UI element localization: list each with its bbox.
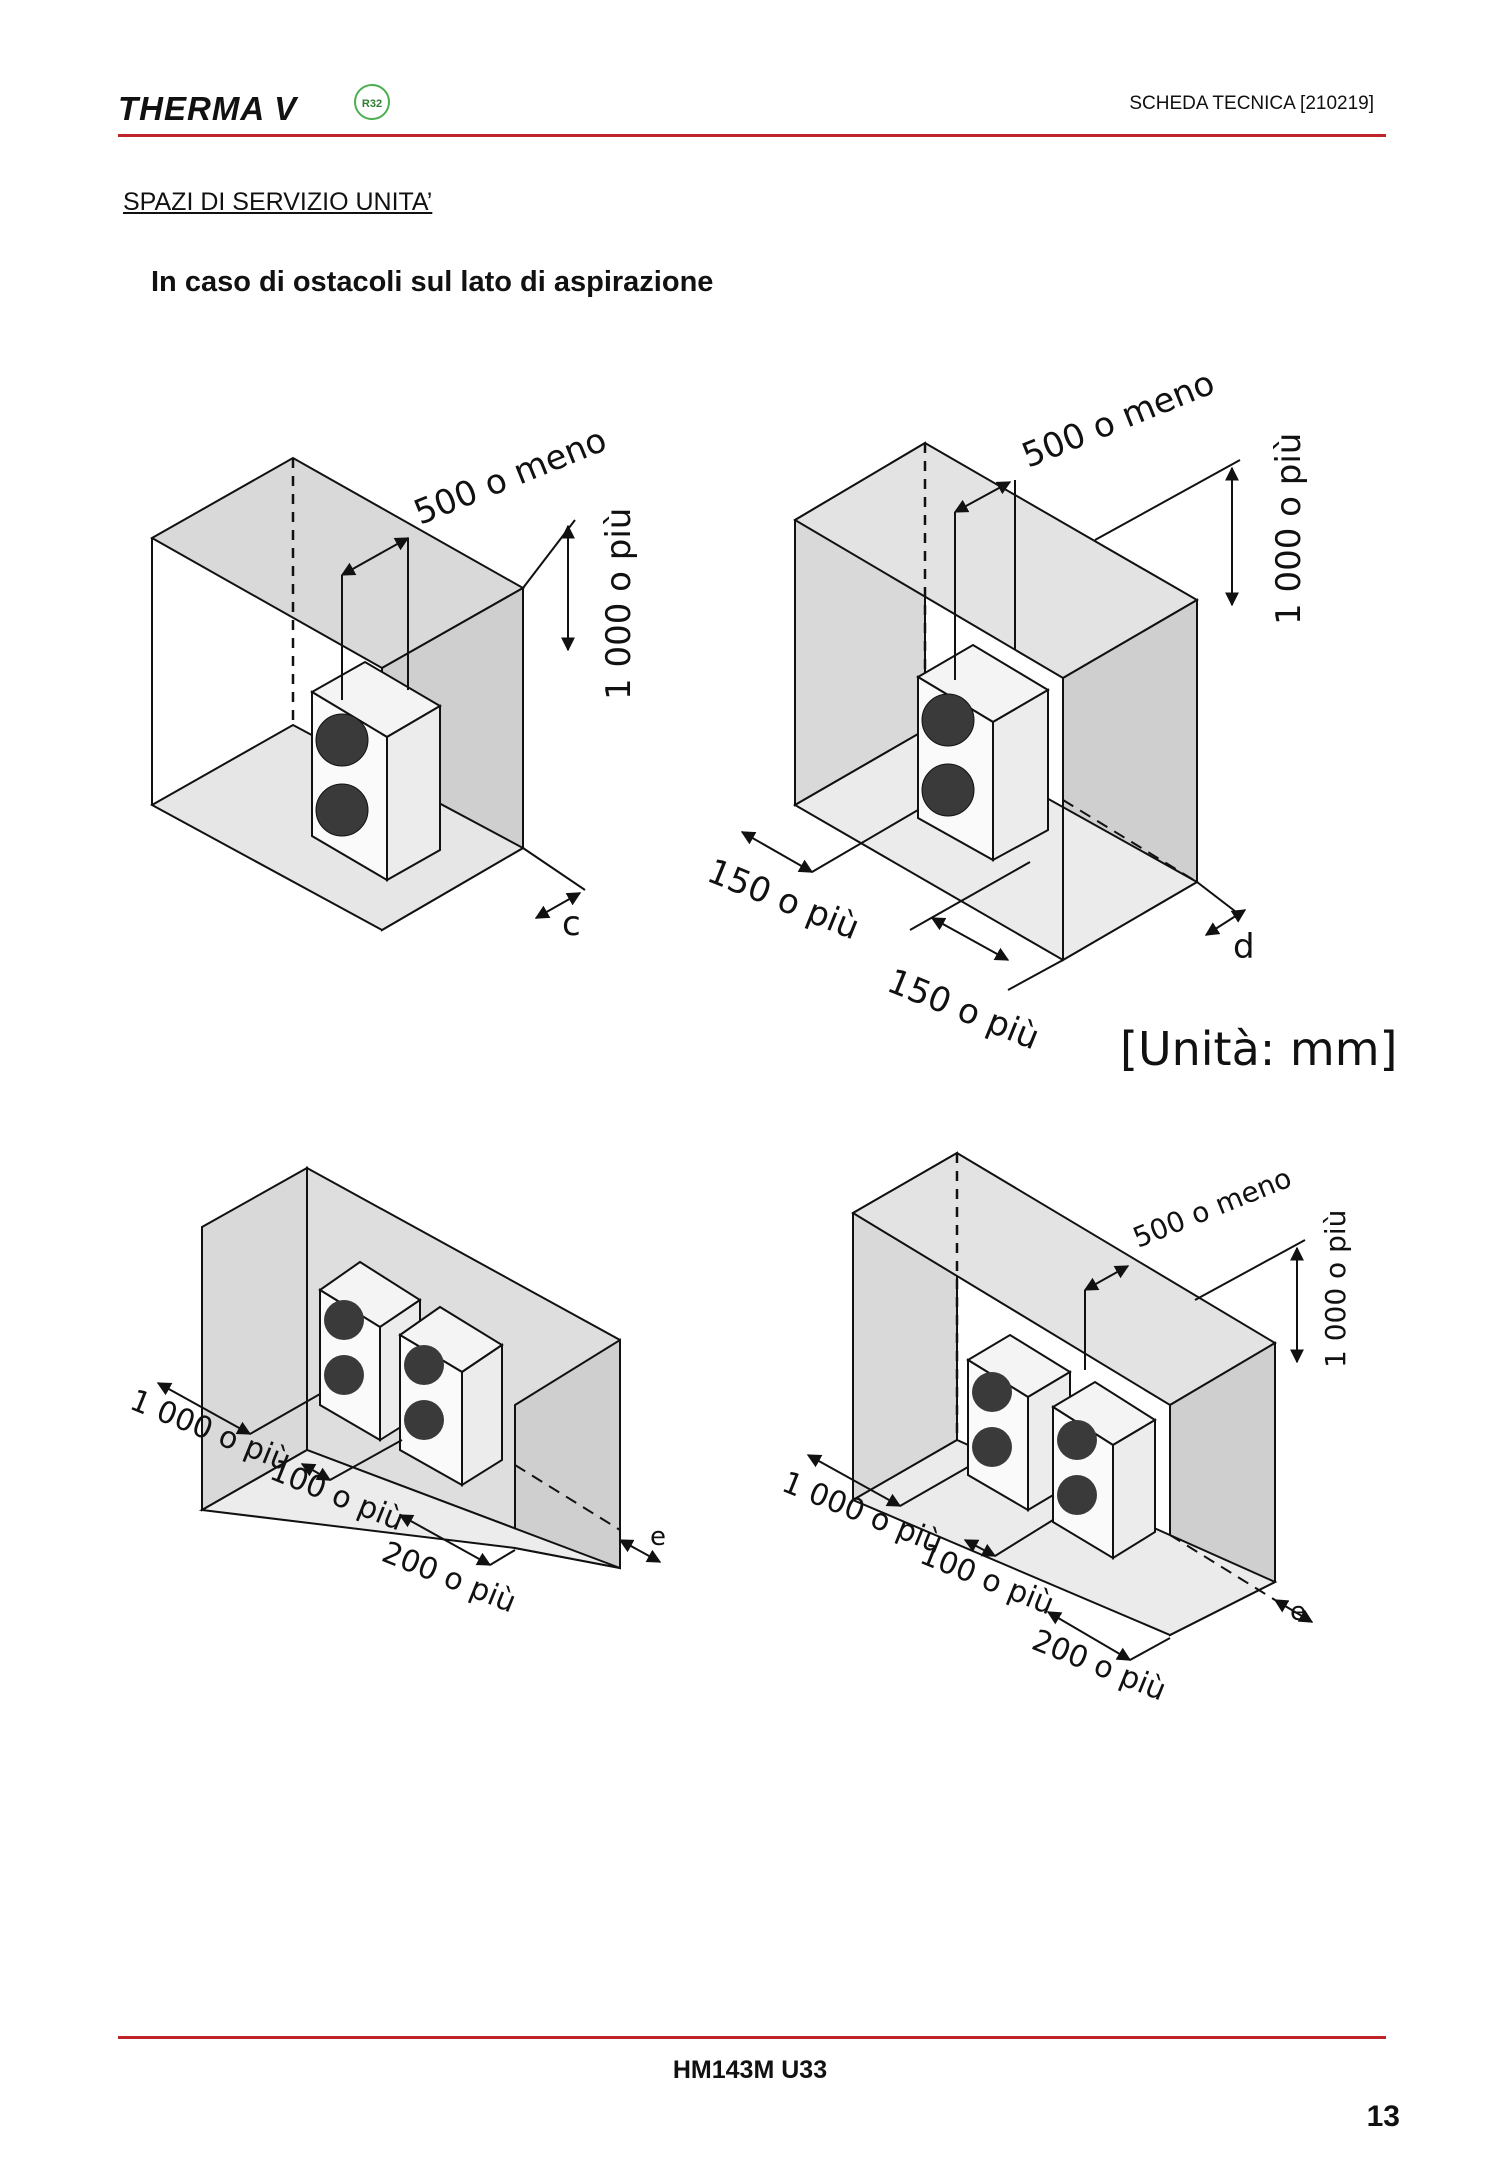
br-height-label: 1 000 o più	[1319, 1210, 1352, 1368]
footer-rule	[118, 2036, 1386, 2039]
br-front-label: 200 o più	[1027, 1623, 1171, 1708]
br-gap-label: 500 o meno	[1128, 1161, 1296, 1254]
tr-left-label: 150 o più	[702, 851, 865, 948]
page-number: 13	[1366, 2100, 1400, 2133]
subtitle: In caso di ostacoli sul lato di aspirazi…	[151, 266, 714, 298]
figure-top-right: 500 o meno 1 000 o più 150 o più 150 o p…	[702, 363, 1309, 1058]
tr-side-label: d	[1233, 927, 1255, 967]
br-side-label: e	[1290, 1597, 1306, 1627]
bl-side-label: e	[650, 1522, 666, 1552]
figure-bottom-left: 1 000 o più 100 o più 200 o più e	[125, 1166, 666, 1620]
tl-height-label: 1 000 o più	[599, 508, 639, 700]
figure-bottom-right: 500 o meno 1 000 o più 1 000 o più 100 o…	[777, 1151, 1352, 1708]
unit-label: [Unità: mm]	[1120, 1022, 1397, 1076]
tr-front-label: 150 o più	[882, 961, 1045, 1058]
tr-height-label: 1 000 o più	[1269, 433, 1309, 625]
tl-gap-label: 500 o meno	[408, 420, 612, 533]
r32-badge-icon: R32	[354, 84, 390, 120]
tr-gap-label: 500 o meno	[1016, 363, 1220, 476]
model-code: HM143M U33	[672, 2056, 828, 2084]
figure-top-left: 500 o meno 1 000 o più c	[149, 420, 639, 944]
document-code: SCHEDA TECNICA [210219]	[1129, 93, 1374, 114]
tl-side-label: c	[562, 904, 581, 944]
header-rule	[118, 134, 1386, 137]
brand-name: THERMA V	[118, 90, 298, 127]
section-title: SPAZI DI SERVIZIO UNITA’	[123, 188, 433, 216]
bl-front-label: 200 o più	[377, 1535, 521, 1620]
